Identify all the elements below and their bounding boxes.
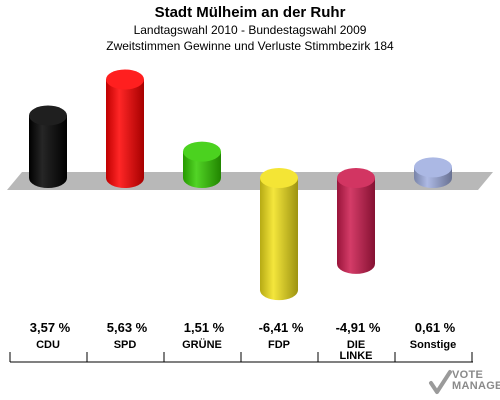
bar-gruene	[183, 141, 221, 188]
chart-title: Stadt Mülheim an der Ruhr	[154, 4, 346, 21]
bar-spd	[106, 69, 144, 188]
tick-label-fdp: FDP	[268, 339, 290, 351]
bar-die-linke	[337, 168, 375, 274]
tick-label-cdu: CDU	[36, 339, 60, 351]
value-label-cdu: 3,57 %	[30, 320, 71, 335]
tick-label-die-linke: DIE LINKE	[340, 339, 373, 362]
chart-header: Stadt Mülheim an der Ruhr Landtagswahl 2…	[0, 3, 500, 54]
bar-sonstige	[414, 157, 452, 188]
value-labels: 3,57 % 5,63 % 1,51 % -6,41 % -4,91 % 0,61 %	[30, 320, 456, 335]
value-label-gruene: 1,51 %	[184, 320, 225, 335]
chart-subtitle-district: Zweitstimmen Gewinne und Verluste Stimmb…	[106, 39, 394, 53]
negative-bars	[260, 168, 375, 301]
logo-line-vote: VOTE	[452, 369, 484, 381]
bar-fdp	[260, 168, 298, 301]
value-label-spd: 5,63 %	[107, 320, 148, 335]
vote-manager-logo: VOTE MANAGER	[428, 368, 500, 398]
tick-label-spd: SPD	[114, 339, 137, 351]
chart-subtitle-election: Landtagswahl 2010 - Bundestagswahl 2009	[133, 23, 367, 37]
tick-label-sonstige: Sonstige	[410, 339, 456, 351]
value-label-fdp: -6,41 %	[259, 320, 304, 335]
logo-line-manager: MANAGER	[452, 380, 500, 392]
value-label-die-linke: -4,91 %	[336, 320, 381, 335]
tick-label-gruene: GRÜNE	[182, 338, 222, 351]
positive-bars	[29, 69, 452, 188]
bar-cdu	[29, 105, 67, 188]
category-axis: CDU SPD GRÜNE FDP DIE LINKE Sonstige	[9, 338, 473, 363]
logo-wordmark: VOTE MANAGER	[452, 370, 500, 392]
checkmark-icon	[429, 370, 452, 394]
value-label-sonstige: 0,61 %	[415, 320, 456, 335]
